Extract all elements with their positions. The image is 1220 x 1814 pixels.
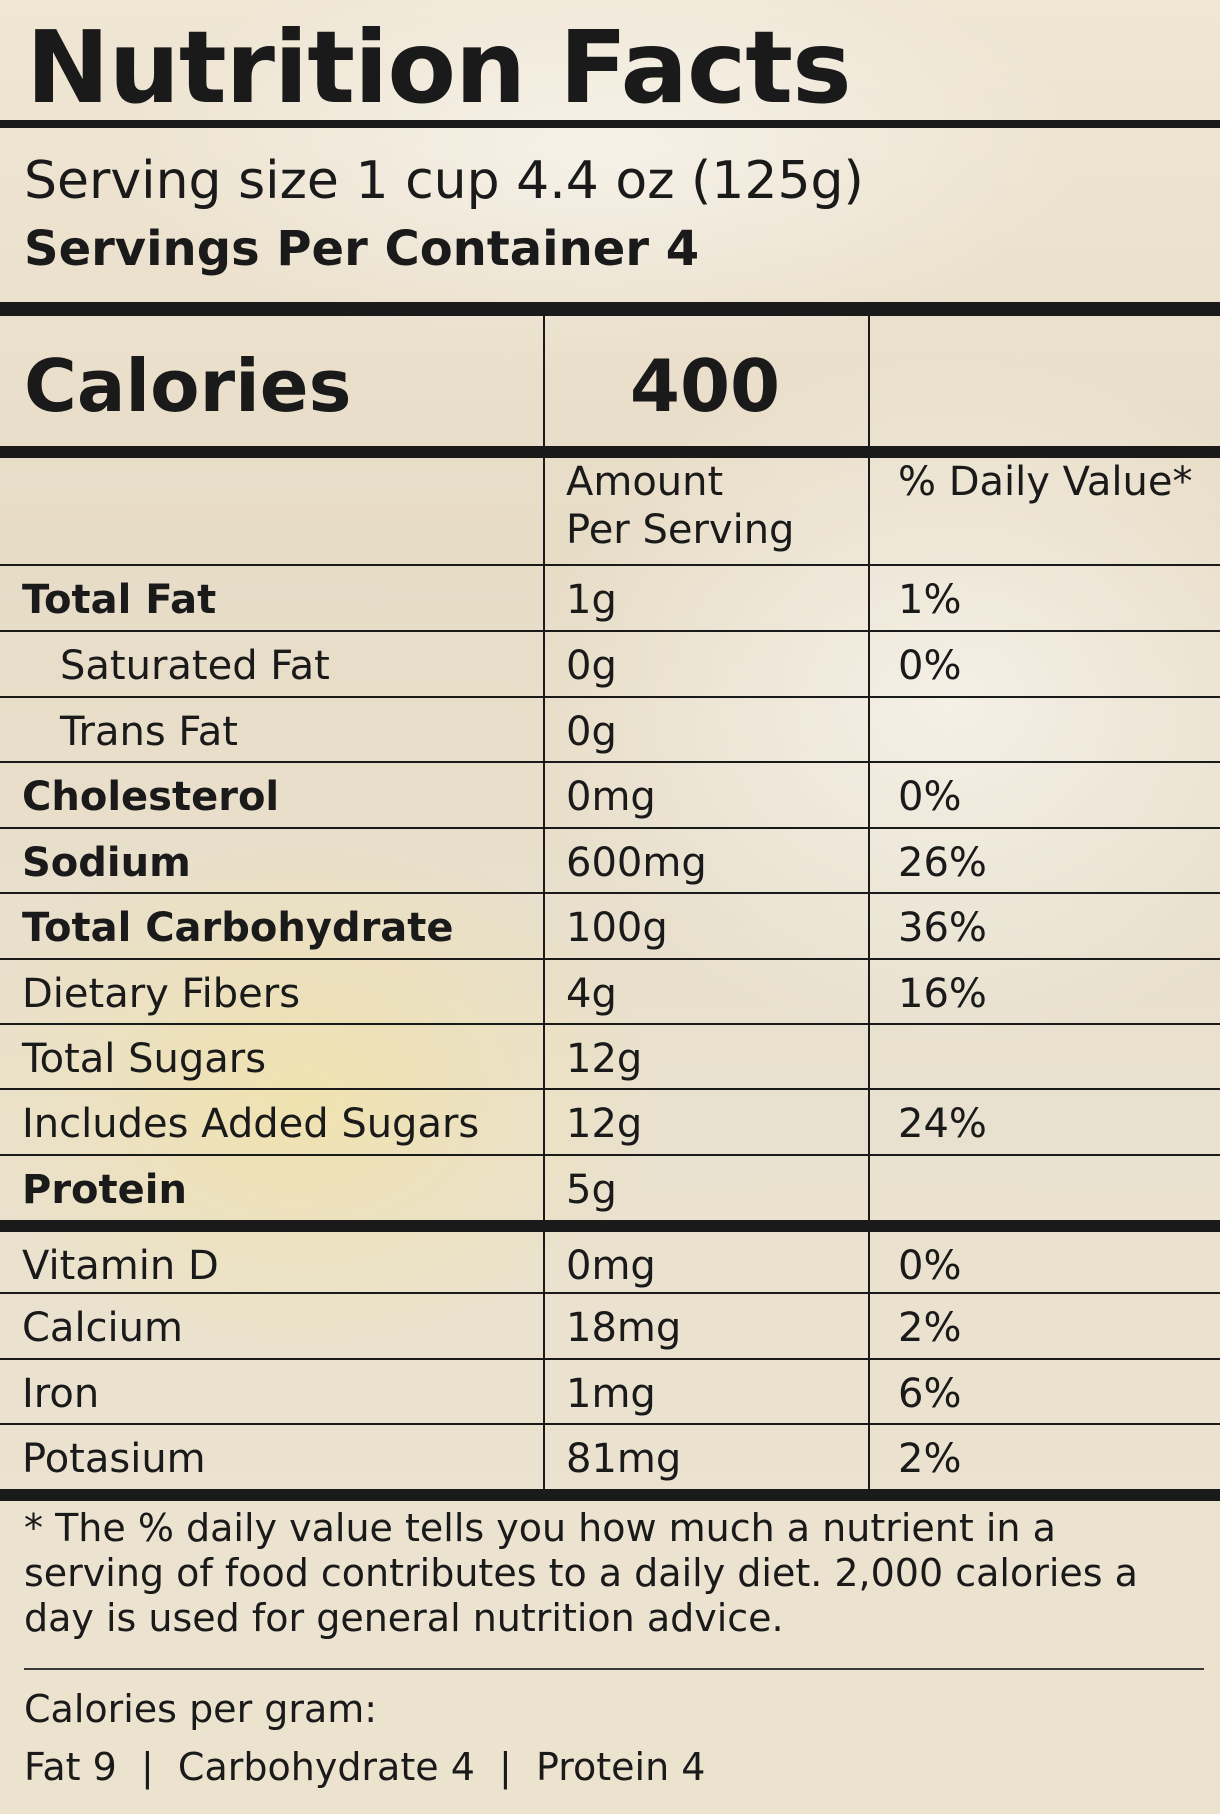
daily-value-footnote: * The % daily value tells you how much a… xyxy=(24,1506,1138,1640)
nutrient-row-sodium: Sodium 600mg 26% xyxy=(0,829,1220,893)
calories-per-gram-divider xyxy=(24,1668,1204,1670)
vitamin-amount: 81mg xyxy=(566,1436,682,1482)
vitamin-row-iron: Iron 1mg 6% xyxy=(0,1360,1220,1424)
vitamin-daily-value: 0% xyxy=(898,1243,962,1289)
nutrient-row-total-sugars: Total Sugars 12g xyxy=(0,1025,1220,1089)
daily-value-header: % Daily Value* xyxy=(898,459,1193,505)
nutrient-row-trans-fat: Trans Fat 0g xyxy=(0,698,1220,762)
vitamin-daily-value: 2% xyxy=(898,1436,962,1482)
nutrient-row-total-carbohydrate: Total Carbohydrate 100g 36% xyxy=(0,894,1220,958)
nutrient-row-total-fat: Total Fat 1g 1% xyxy=(0,566,1220,630)
calories-per-gram-title: Calories per gram: xyxy=(24,1687,378,1731)
nutrient-name: Protein xyxy=(22,1167,187,1213)
servings-divider xyxy=(0,302,1220,316)
nutrient-name: Sodium xyxy=(22,840,191,886)
nutrient-row-cholesterol: Cholesterol 0mg 0% xyxy=(0,763,1220,827)
row-divider xyxy=(0,630,1220,632)
nutrient-daily-value: 0% xyxy=(898,774,962,820)
vitamin-daily-value: 2% xyxy=(898,1305,962,1351)
amount-header-line1: Amount xyxy=(566,459,724,505)
row-divider xyxy=(0,1088,1220,1090)
nutrient-amount: 1g xyxy=(566,577,617,623)
column-divider-amount xyxy=(543,316,545,1492)
row-divider xyxy=(0,892,1220,894)
nutrient-row-protein: Protein 5g xyxy=(0,1156,1220,1220)
vitamin-amount: 1mg xyxy=(566,1371,656,1417)
nutrient-daily-value: 1% xyxy=(898,577,962,623)
header-divider xyxy=(0,564,1220,566)
nutrient-amount: 0g xyxy=(566,709,617,755)
vitamin-name: Calcium xyxy=(22,1305,183,1351)
nutrient-amount: 12g xyxy=(566,1101,643,1147)
row-divider xyxy=(0,958,1220,960)
row-divider xyxy=(0,1023,1220,1025)
calories-label: Calories xyxy=(24,344,352,428)
nutrient-row-added-sugars: Includes Added Sugars 12g 24% xyxy=(0,1090,1220,1154)
nutrient-name: Includes Added Sugars xyxy=(22,1101,480,1147)
nutrient-amount: 4g xyxy=(566,971,617,1017)
nutrient-daily-value: 36% xyxy=(898,905,987,951)
row-divider xyxy=(0,1358,1220,1360)
nutrient-amount: 100g xyxy=(566,905,668,951)
vitamins-divider xyxy=(0,1220,1220,1232)
calories-divider xyxy=(0,446,1220,458)
row-divider xyxy=(0,1292,1220,1294)
nutrient-name: Total Sugars xyxy=(22,1036,267,1082)
vitamin-row-calcium: Calcium 18mg 2% xyxy=(0,1294,1220,1358)
page-title: Nutrition Facts xyxy=(26,9,852,126)
nutrient-daily-value: 16% xyxy=(898,971,987,1017)
nutrient-amount: 5g xyxy=(566,1167,617,1213)
nutrient-amount: 12g xyxy=(566,1036,643,1082)
nutrient-name: Saturated Fat xyxy=(60,643,330,689)
vitamin-name: Iron xyxy=(22,1371,100,1417)
nutrient-amount: 0mg xyxy=(566,774,656,820)
nutrient-name: Dietary Fibers xyxy=(22,971,301,1017)
row-divider xyxy=(0,1154,1220,1156)
vitamin-row-potasium: Potasium 81mg 2% xyxy=(0,1425,1220,1489)
vitamin-amount: 18mg xyxy=(566,1305,682,1351)
footnote-divider xyxy=(0,1489,1220,1501)
nutrient-name: Total Fat xyxy=(22,577,217,623)
row-divider xyxy=(0,827,1220,829)
nutrient-amount: 600mg xyxy=(566,840,707,886)
nutrient-row-dietary-fibers: Dietary Fibers 4g 16% xyxy=(0,960,1220,1024)
nutrient-name: Total Carbohydrate xyxy=(22,905,454,951)
column-divider-dv xyxy=(868,316,870,1492)
vitamin-daily-value: 6% xyxy=(898,1371,962,1417)
amount-header-line2: Per Serving xyxy=(566,507,795,553)
nutrient-name: Cholesterol xyxy=(22,774,280,820)
vitamin-amount: 0mg xyxy=(566,1243,656,1289)
amount-per-serving-header: Amount Per Serving xyxy=(566,458,866,554)
nutrient-row-saturated-fat: Saturated Fat 0g 0% xyxy=(0,632,1220,696)
row-divider xyxy=(0,696,1220,698)
calories-value: 400 xyxy=(629,344,781,428)
nutrient-name: Trans Fat xyxy=(60,709,238,755)
vitamin-name: Vitamin D xyxy=(22,1243,219,1289)
serving-size: Serving size 1 cup 4.4 oz (125g) xyxy=(24,151,864,211)
nutrient-daily-value: 0% xyxy=(898,643,962,689)
title-divider xyxy=(0,120,1220,128)
servings-per-container: Servings Per Container 4 xyxy=(24,221,700,277)
vitamin-row-vitamin-d: Vitamin D 0mg 0% xyxy=(0,1232,1220,1296)
calories-per-gram-values: Fat 9 | Carbohydrate 4 | Protein 4 xyxy=(24,1745,706,1789)
nutrient-amount: 0g xyxy=(566,643,617,689)
nutrient-daily-value: 24% xyxy=(898,1101,987,1147)
row-divider xyxy=(0,761,1220,763)
vitamin-name: Potasium xyxy=(22,1436,206,1482)
nutrient-daily-value: 26% xyxy=(898,840,987,886)
row-divider xyxy=(0,1423,1220,1425)
